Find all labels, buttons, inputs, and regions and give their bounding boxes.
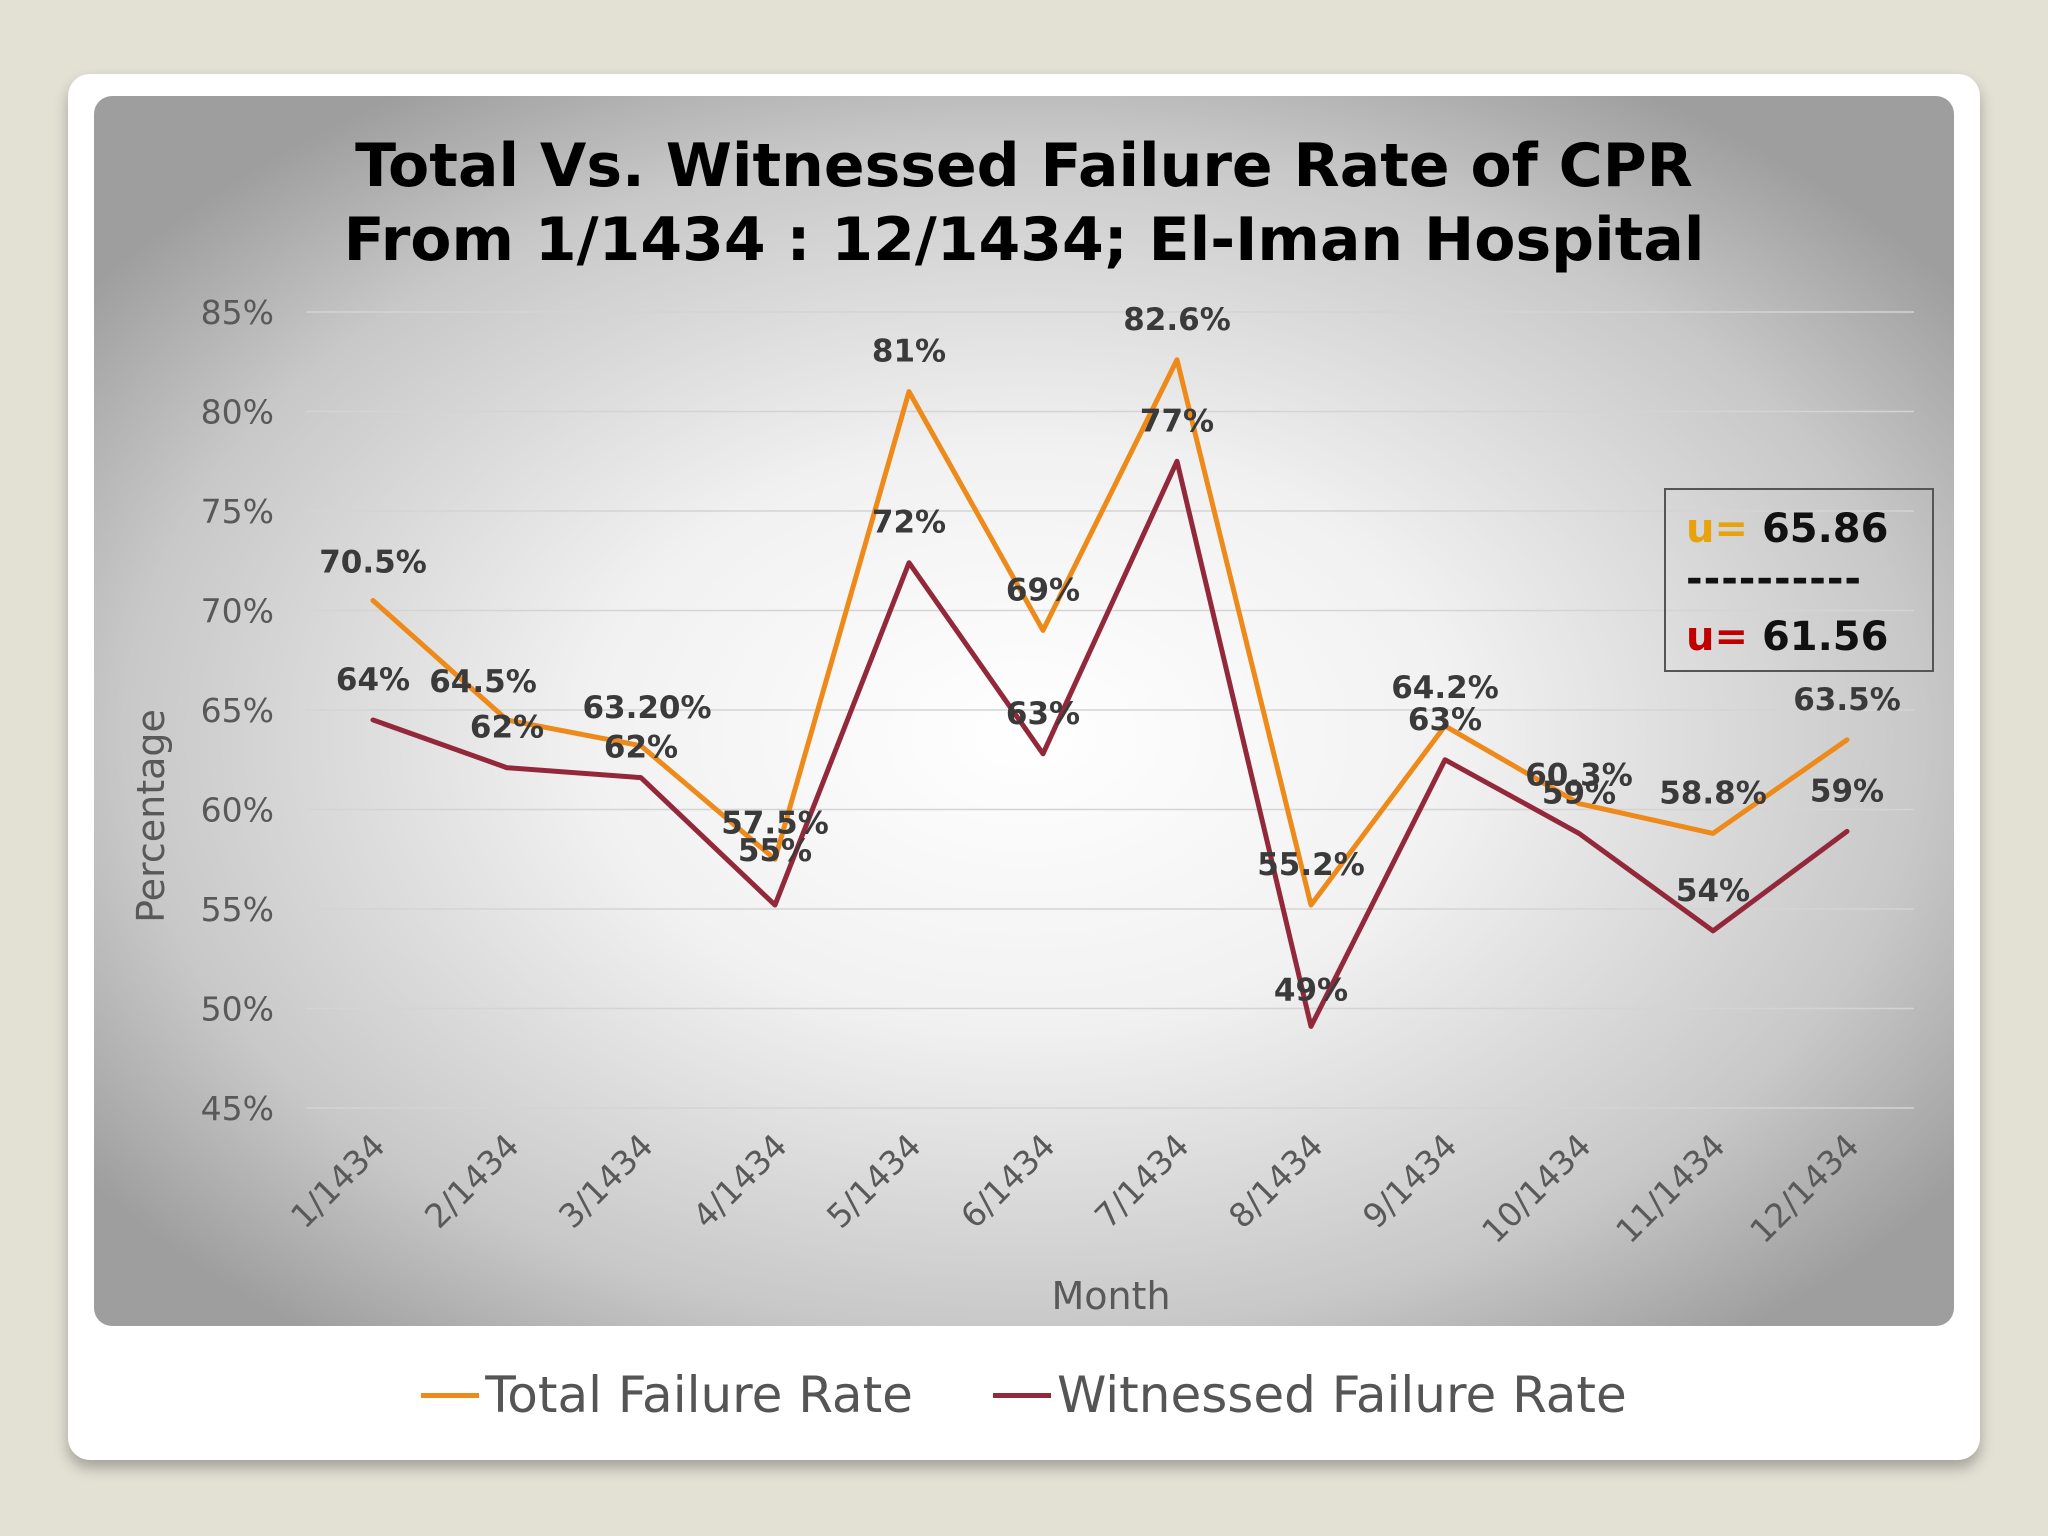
legend-label-witnessed: Witnessed Failure Rate [1056, 1366, 1627, 1424]
data-label-witnessed: 59% [1810, 773, 1884, 809]
legend: Total Failure Rate Witnessed Failure Rat… [0, 1360, 2048, 1430]
chart-title-line-2: From 1/1434 : 12/1434; El-Iman Hospital [344, 205, 1705, 275]
data-label-total: 63.5% [1793, 682, 1901, 718]
y-tick-label: 85% [201, 293, 274, 332]
data-label-total: 58.8% [1659, 775, 1767, 811]
x-axis-ticks: 1/1434 2/1434 3/1434 4/1434 5/1434 6/1434 7/14… [283, 1126, 1867, 1251]
data-label-witnessed: 72% [872, 505, 946, 541]
y-tick-label: 55% [201, 890, 274, 929]
data-label-total: 55.2% [1257, 847, 1365, 883]
data-labels: 70.5% 64.5% 63.20% 57.5% 81% 69% 82.6% 55.2% 64.… [319, 302, 1901, 1009]
x-tick-label: 2/1434 [417, 1126, 527, 1236]
x-tick-label: 4/1434 [685, 1126, 795, 1236]
legend-label-total: Total Failure Rate [485, 1366, 913, 1424]
mean-annotation-box: u= 65.86 ---------- u= 61.56 [1664, 488, 1934, 672]
x-tick-label: 9/1434 [1355, 1126, 1465, 1236]
x-tick-label: 10/1434 [1474, 1126, 1599, 1251]
y-tick-label: 75% [201, 492, 274, 531]
witnessed-mean-key: u= [1686, 614, 1748, 660]
data-label-total: 82.6% [1123, 302, 1231, 338]
data-label-total: 60.3% [1525, 758, 1633, 794]
data-label-witnessed: 77% [1140, 403, 1214, 439]
witnessed-mean-row: u= 61.56 [1686, 614, 1888, 660]
data-label-witnessed: 59% [1542, 775, 1616, 811]
total-mean-row: u= 65.86 [1686, 506, 1888, 552]
y-tick-label: 65% [201, 691, 274, 730]
y-tick-label: 80% [201, 393, 274, 432]
series-lines [370, 357, 1850, 1029]
y-tick-label: 60% [201, 791, 274, 830]
data-label-total: 81% [872, 334, 946, 370]
data-label-witnessed: 63% [1408, 702, 1482, 738]
data-label-total: 64.5% [429, 664, 537, 700]
x-axis-title: Month [1051, 1274, 1170, 1318]
data-label-witnessed: 54% [1676, 873, 1750, 909]
x-tick-label: 5/1434 [819, 1126, 929, 1236]
mean-separator: ---------- [1686, 556, 1863, 602]
series-line-witnessed [370, 458, 1850, 1029]
witnessed-mean-value: 61.56 [1761, 614, 1889, 660]
legend-entry-witnessed: Witnessed Failure Rate [992, 1366, 1627, 1424]
x-tick-label: 3/1434 [551, 1126, 661, 1236]
data-label-total: 64.2% [1391, 670, 1499, 706]
line-chart: Total Vs. Witnessed Failure Rate of CPR … [129, 131, 1914, 1318]
data-label-total: 63.20% [582, 690, 711, 726]
data-label-witnessed: 55% [738, 833, 812, 869]
legend-swatch-witnessed [992, 1392, 1051, 1398]
chart-title-line-1: Total Vs. Witnessed Failure Rate of CPR [355, 131, 1693, 201]
y-tick-label: 50% [201, 990, 274, 1029]
x-tick-label: 6/1434 [953, 1126, 1063, 1236]
total-mean-key: u= [1686, 506, 1748, 552]
data-label-total: 69% [1006, 572, 1080, 608]
data-label-witnessed: 49% [1274, 972, 1348, 1008]
x-tick-label: 12/1434 [1742, 1126, 1867, 1251]
y-axis-title: Percentage [129, 709, 173, 923]
legend-swatch-total [421, 1392, 480, 1398]
y-axis-ticks: 45% 50% 55% 60% 65% 70% 75% 80% 85% [201, 293, 274, 1128]
gridlines [306, 311, 1914, 1109]
x-tick-label: 11/1434 [1608, 1126, 1733, 1251]
x-tick-label: 7/1434 [1087, 1126, 1197, 1236]
series-line-total [370, 357, 1850, 908]
x-tick-label: 8/1434 [1221, 1126, 1331, 1236]
legend-entry-total: Total Failure Rate [421, 1366, 913, 1424]
data-label-witnessed: 64% [336, 662, 410, 698]
x-tick-label: 1/1434 [283, 1126, 393, 1236]
data-label-witnessed: 62% [470, 710, 544, 746]
y-tick-label: 70% [201, 592, 274, 631]
data-label-total: 70.5% [319, 545, 427, 581]
data-label-witnessed: 62% [604, 730, 678, 766]
data-label-total: 57.5% [721, 805, 829, 841]
data-label-witnessed: 63% [1006, 696, 1080, 732]
y-tick-label: 45% [201, 1089, 274, 1128]
total-mean-value: 65.86 [1761, 506, 1889, 552]
chart-panel: Total Vs. Witnessed Failure Rate of CPR … [94, 96, 1954, 1326]
